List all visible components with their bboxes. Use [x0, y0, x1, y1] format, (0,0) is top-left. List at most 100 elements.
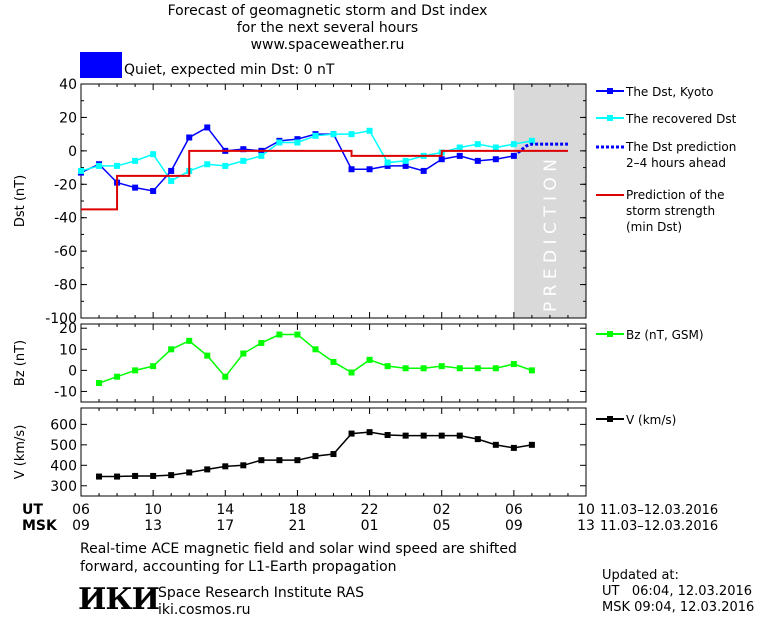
dst-series-2-line — [512, 142, 568, 158]
dst-ytick-label: -80 — [54, 278, 77, 294]
legend-v-swatch — [596, 416, 624, 422]
dst-series-1-point — [510, 141, 517, 148]
ut-axis-label: UT — [22, 502, 43, 518]
prediction-label: P R E D I C T I O N — [541, 159, 561, 312]
chart-source-url[interactable]: www.spaceweather.ru — [250, 37, 405, 53]
legend-storm-strength-swatch — [596, 194, 624, 196]
msk-tick-label: 09 — [505, 518, 523, 534]
chart-title-line1: Forecast of geomagnetic storm and Dst in… — [167, 3, 488, 19]
v-series-0-point — [420, 432, 427, 439]
dst-series-1-point — [312, 132, 319, 139]
storm-level-swatch — [80, 52, 122, 78]
institute-name: Space Research Institute RAS — [158, 585, 364, 601]
v-series-0-point — [168, 472, 175, 479]
bz-series-0-point — [348, 369, 355, 376]
legend-bz: Bz (nT, GSM) — [596, 327, 756, 343]
v-series-0-point — [276, 457, 283, 464]
dst-series-0-point — [150, 187, 157, 194]
dst-series-1-point — [348, 131, 355, 138]
dst-series-0-point — [384, 162, 391, 169]
legend-bz-swatch — [596, 331, 624, 337]
dst-series-1-point — [402, 157, 409, 164]
dst-series-1-point — [330, 131, 337, 138]
dst-series-1-point — [240, 157, 247, 164]
legend-storm-strength-label: Prediction of the storm strength (min Ds… — [626, 188, 725, 234]
legend-dst-kyoto-label: The Dst, Kyoto — [626, 85, 714, 99]
ut-tick-label: 18 — [289, 502, 307, 518]
v-panel: 600 500 400 300 V (km/s) — [13, 407, 587, 497]
ut-tick-label: 06 — [505, 502, 523, 518]
legend-dst-recovered-label: The recovered Dst — [626, 112, 737, 126]
bz-series-0-point — [366, 356, 373, 363]
v-series-0-point — [528, 441, 535, 448]
legend-dst-recovered: The recovered Dst — [596, 111, 756, 127]
legend-v: V (km/s) — [596, 412, 756, 428]
v-series-0-point — [474, 436, 481, 443]
legend-v-label: V (km/s) — [626, 413, 677, 427]
v-series-0-point — [456, 432, 463, 439]
footer-note-line1: Real-time ACE magnetic field and solar w… — [80, 541, 517, 557]
dst-series-0-point — [438, 156, 445, 163]
dst-series-0-point — [294, 136, 301, 143]
dst-series-1-point — [114, 162, 121, 169]
updated-msk: MSK 09:04, 12.03.2016 — [602, 600, 755, 615]
bz-ytick-label: 10 — [59, 342, 77, 358]
legend-dst-prediction-label: The Dst prediction 2–4 hours ahead — [626, 140, 737, 170]
dst-series-0-point — [204, 124, 211, 131]
dst-frame — [80, 83, 587, 319]
storm-level-text: Quiet, expected min Dst: 0 nT — [124, 62, 335, 78]
bz-ytick-label: 20 — [59, 321, 77, 337]
bz-series-0-point — [150, 363, 157, 370]
ut-tick-label: 02 — [433, 502, 451, 518]
dst-series-1-point — [132, 157, 139, 164]
v-series-0-point — [330, 451, 337, 458]
dst-series-1-point — [474, 141, 481, 148]
v-series-0-point — [204, 466, 211, 473]
v-series-0-point — [240, 462, 247, 469]
dst-series-1-point — [366, 127, 373, 134]
v-series-0-point — [312, 453, 319, 460]
dst-series-1-point — [294, 139, 301, 146]
ut-tick-label: 10 — [144, 502, 162, 518]
bz-series-0-point — [276, 331, 283, 338]
v-ytick-label: 500 — [50, 438, 77, 454]
msk-tick-label: 05 — [433, 518, 451, 534]
bz-series-0-point — [474, 365, 481, 372]
v-series-0-point — [402, 432, 409, 439]
dst-series-0-point — [186, 134, 193, 141]
ut-date-range: 11.03–12.03.2016 — [600, 503, 718, 518]
bz-series-0-point — [528, 367, 535, 374]
footer-note-line2: forward, accounting for L1-Earth propaga… — [80, 559, 397, 575]
bz-series-0-point — [384, 363, 391, 370]
dst-series-0-point — [348, 166, 355, 173]
dst-series-0-point — [240, 146, 247, 153]
dst-series-0-point — [132, 184, 139, 191]
dst-ytick-label: -40 — [54, 211, 77, 227]
v-ytick-label: 400 — [50, 458, 77, 474]
v-series-0-point — [294, 457, 301, 464]
legend-bz-label: Bz (nT, GSM) — [626, 328, 704, 342]
ut-tick-label: 14 — [216, 502, 234, 518]
bz-series-0-point — [186, 337, 193, 344]
bz-series-0-point — [294, 331, 301, 338]
institute-url[interactable]: iki.cosmos.ru — [158, 602, 251, 618]
dst-series-0-point — [474, 157, 481, 164]
bz-series-0-point — [204, 352, 211, 359]
v-series-0-point — [510, 444, 517, 451]
dst-panel: P R E D I C T I O N 40 20 0 -20 -40 -60 -80 -100… — [13, 77, 587, 327]
bz-series-0-point — [330, 358, 337, 365]
dst-ytick-label: 40 — [59, 77, 77, 93]
dst-series-0-point — [366, 166, 373, 173]
bz-series-0-point — [240, 350, 247, 357]
v-series-0-point — [132, 472, 139, 479]
v-series-0-point — [492, 441, 499, 448]
bz-ytick-label: 0 — [68, 363, 77, 379]
bz-series-0-point — [114, 373, 121, 380]
dst-series-1-point — [528, 137, 535, 144]
bz-series-0-point — [456, 365, 463, 372]
dst-series-0-point — [456, 152, 463, 159]
dst-series-3-line — [81, 149, 568, 211]
dst-series-1-point — [456, 144, 463, 151]
